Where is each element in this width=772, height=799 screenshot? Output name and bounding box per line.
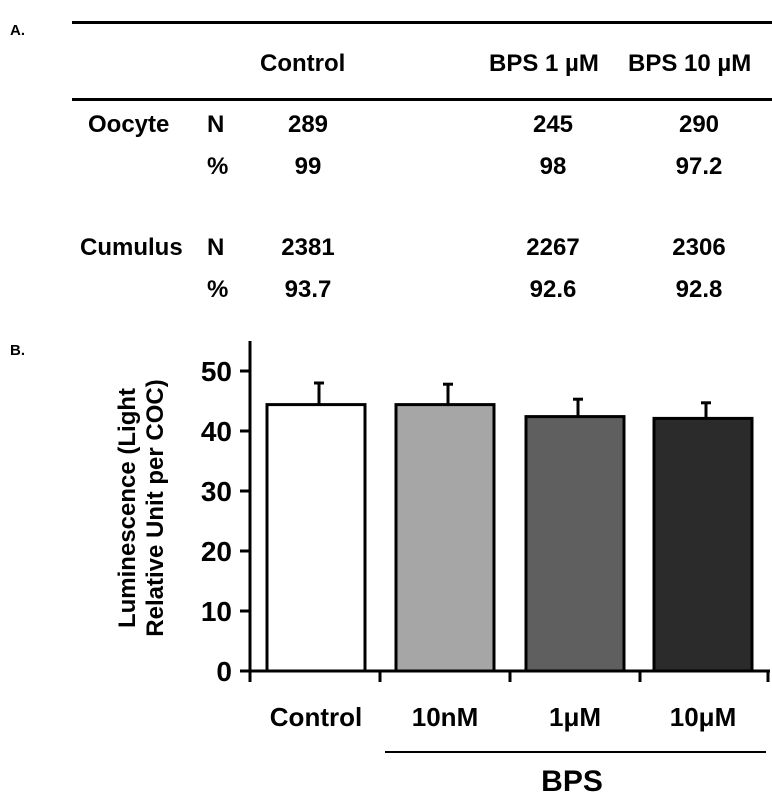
group-label: BPS	[541, 765, 603, 798]
column-header-control: Control	[260, 50, 346, 77]
bar	[394, 403, 496, 673]
row-stat: %	[207, 276, 229, 303]
y-tick-label: 30	[201, 476, 232, 507]
column-header-bps-1um: BPS 1 µM	[489, 50, 599, 77]
table-cell: 98	[539, 153, 567, 180]
row-group-oocyte: Oocyte	[88, 111, 170, 138]
table-cell: 92.8	[675, 276, 723, 303]
y-tick-label: 50	[201, 356, 232, 387]
x-tick-label: Control	[270, 702, 362, 732]
panel-a-label: A.	[10, 22, 25, 39]
row-group-cumulus: Cumulus	[80, 234, 183, 261]
table-header-rule	[72, 98, 772, 101]
table-cell: 245	[532, 111, 574, 138]
row-stat: N	[207, 111, 225, 138]
table-top-rule	[72, 21, 772, 24]
bar	[265, 403, 367, 673]
table-cell: 290	[678, 111, 720, 138]
table-cell: 2381	[281, 234, 335, 261]
x-tick-label: 1μM	[549, 702, 601, 732]
y-tick-label: 40	[201, 416, 232, 447]
y-tick-label: 0	[216, 656, 232, 687]
table-cell: 92.6	[529, 276, 577, 303]
y-tick-label: 20	[201, 536, 232, 567]
y-axis-label: Relative Unit per COC)	[142, 379, 169, 636]
x-tick-label: 10nM	[412, 702, 478, 732]
row-stat: %	[207, 153, 229, 180]
panel-b-label: B.	[10, 342, 25, 359]
y-axis-label: Luminescence (Light	[114, 388, 141, 628]
table-cell: 97.2	[675, 153, 723, 180]
bar	[652, 416, 754, 673]
table-cell: 99	[294, 153, 322, 180]
y-tick-label: 10	[201, 596, 232, 627]
x-tick-label: 10μM	[670, 702, 737, 732]
column-header-bps-10um: BPS 10 µM	[628, 50, 752, 77]
table-cell: 2306	[672, 234, 726, 261]
table-cell: 2267	[526, 234, 580, 261]
table-cell: 289	[287, 111, 329, 138]
row-stat: N	[207, 234, 225, 261]
bar	[524, 415, 626, 673]
table-cell: 93.7	[284, 276, 332, 303]
